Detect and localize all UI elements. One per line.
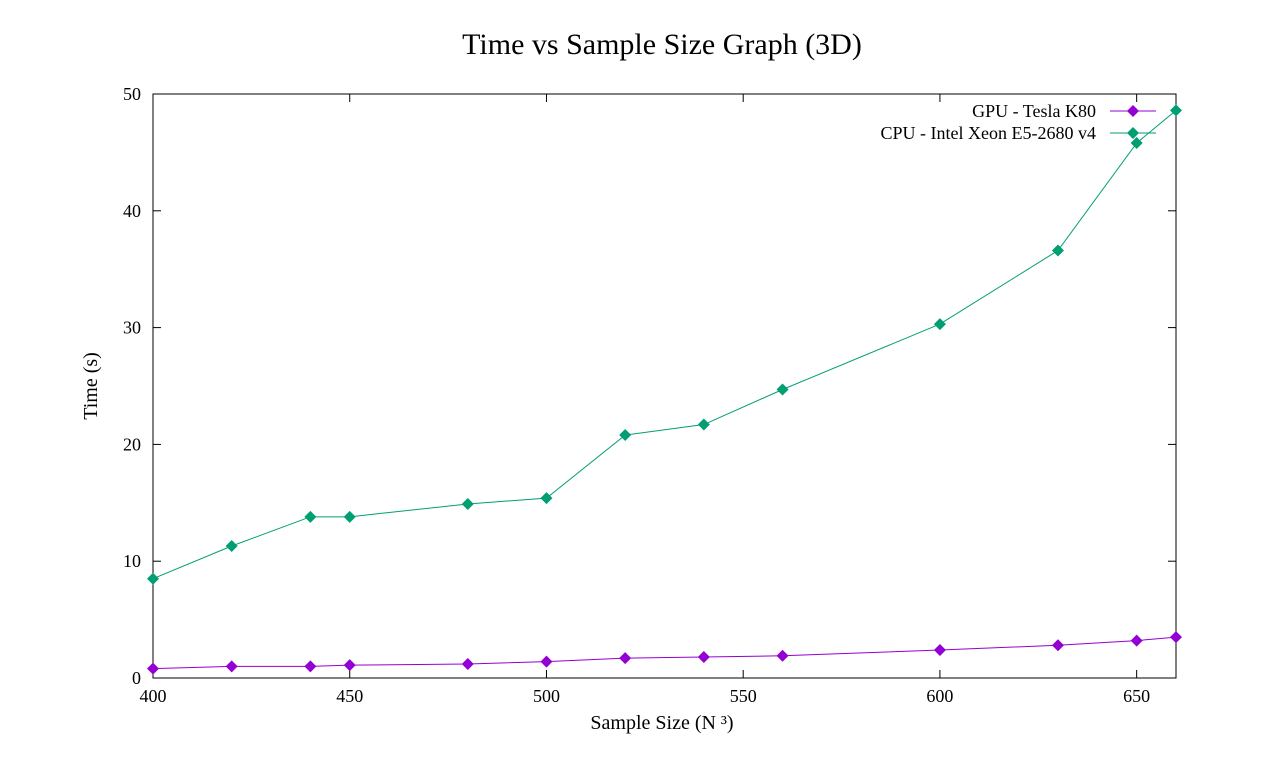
data-point	[304, 660, 317, 673]
data-point	[933, 643, 946, 656]
x-tick-label: 400	[140, 686, 167, 706]
data-point	[776, 383, 789, 396]
data-point	[1051, 639, 1064, 652]
data-point	[304, 510, 317, 523]
data-point	[933, 318, 946, 331]
plot-area-frame	[152, 93, 1177, 679]
data-point	[343, 510, 356, 523]
data-point	[1170, 631, 1182, 644]
series-line-cpu	[152, 109, 1177, 580]
data-point	[343, 659, 356, 672]
series-layer	[147, 104, 1182, 675]
x-tick-label: 550	[730, 686, 757, 706]
y-tick-label: 40	[123, 201, 141, 221]
y-tick-label: 10	[123, 551, 141, 571]
data-point	[619, 652, 632, 665]
y-tick-label: 20	[123, 434, 141, 454]
x-tick-label: 600	[926, 686, 953, 706]
data-point	[225, 540, 238, 553]
axis-ticks: 400 450 500 550 600 650 0 10 20 30 40 50	[123, 84, 1176, 706]
legend-label: CPU - Intel Xeon E5-2680 v4	[881, 123, 1096, 143]
y-axis-label: Time (s)	[80, 352, 102, 420]
x-tick-label: 450	[336, 686, 363, 706]
data-point	[461, 497, 474, 510]
legend-marker	[1127, 105, 1139, 117]
y-tick-label: 0	[132, 668, 141, 688]
x-axis-label: Sample Size (N ³)	[590, 712, 733, 734]
data-point	[540, 655, 553, 668]
data-point	[147, 572, 159, 585]
data-point	[540, 492, 553, 505]
x-tick-label: 500	[533, 686, 560, 706]
data-point	[461, 657, 474, 670]
legend-label: GPU - Tesla K80	[972, 101, 1096, 121]
data-point	[1051, 244, 1064, 257]
x-tick-label: 650	[1123, 686, 1150, 706]
data-point	[776, 649, 789, 662]
data-point	[1170, 104, 1182, 117]
data-point	[697, 650, 710, 663]
y-tick-label: 50	[123, 84, 141, 104]
data-point	[619, 429, 632, 442]
data-point	[1130, 137, 1143, 150]
legend-marker	[1127, 127, 1139, 139]
data-point	[697, 418, 710, 431]
data-point	[225, 660, 238, 673]
series-line-gpu	[152, 636, 1177, 670]
y-tick-label: 30	[123, 318, 141, 338]
chart-title: Time vs Sample Size Graph (3D)	[462, 28, 862, 61]
data-point	[1130, 634, 1143, 647]
data-point	[147, 662, 159, 675]
